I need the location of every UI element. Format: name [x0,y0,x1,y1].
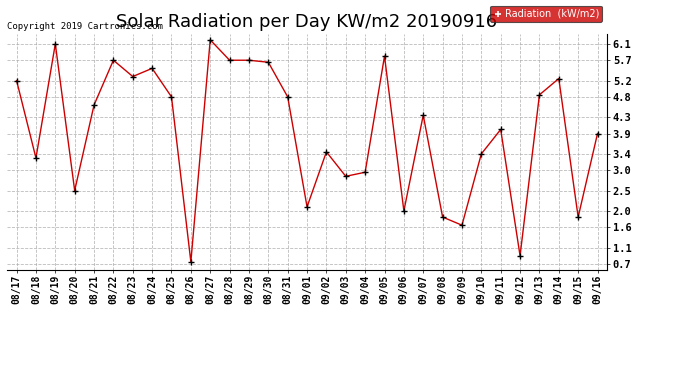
Text: Copyright 2019 Cartronics.com: Copyright 2019 Cartronics.com [7,22,163,32]
Legend: Radiation  (kW/m2): Radiation (kW/m2) [491,6,602,22]
Title: Solar Radiation per Day KW/m2 20190916: Solar Radiation per Day KW/m2 20190916 [117,13,497,31]
